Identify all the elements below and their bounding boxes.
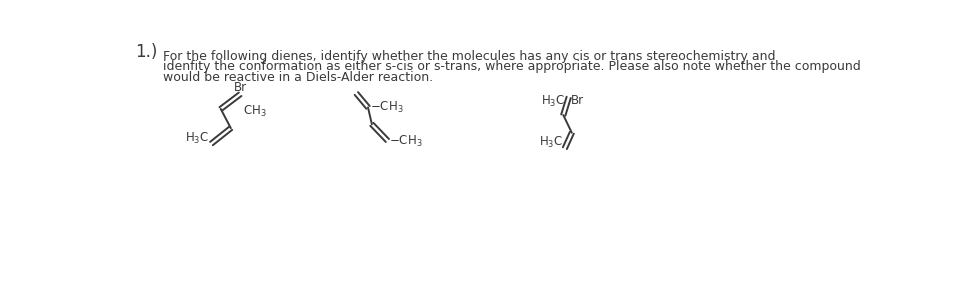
Text: Br: Br <box>571 94 585 106</box>
Text: would be reactive in a Diels-Alder reaction.: would be reactive in a Diels-Alder react… <box>162 71 433 84</box>
Text: idenfity the conformation as either s-cis or s-trans, where appropriate. Please : idenfity the conformation as either s-ci… <box>162 60 860 73</box>
Text: 1.): 1.) <box>135 44 157 61</box>
Text: Br: Br <box>233 81 247 94</box>
Text: CH$_3$: CH$_3$ <box>243 104 267 119</box>
Text: H$_3$C: H$_3$C <box>540 94 564 108</box>
Text: $-$CH$_3$: $-$CH$_3$ <box>389 134 422 149</box>
Text: For the following dienes, identify whether the molecules has any cis or trans st: For the following dienes, identify wheth… <box>162 50 775 63</box>
Text: $-$CH$_3$: $-$CH$_3$ <box>370 100 403 115</box>
Text: H$_3$C: H$_3$C <box>185 131 209 146</box>
Text: H$_3$C: H$_3$C <box>540 135 564 150</box>
